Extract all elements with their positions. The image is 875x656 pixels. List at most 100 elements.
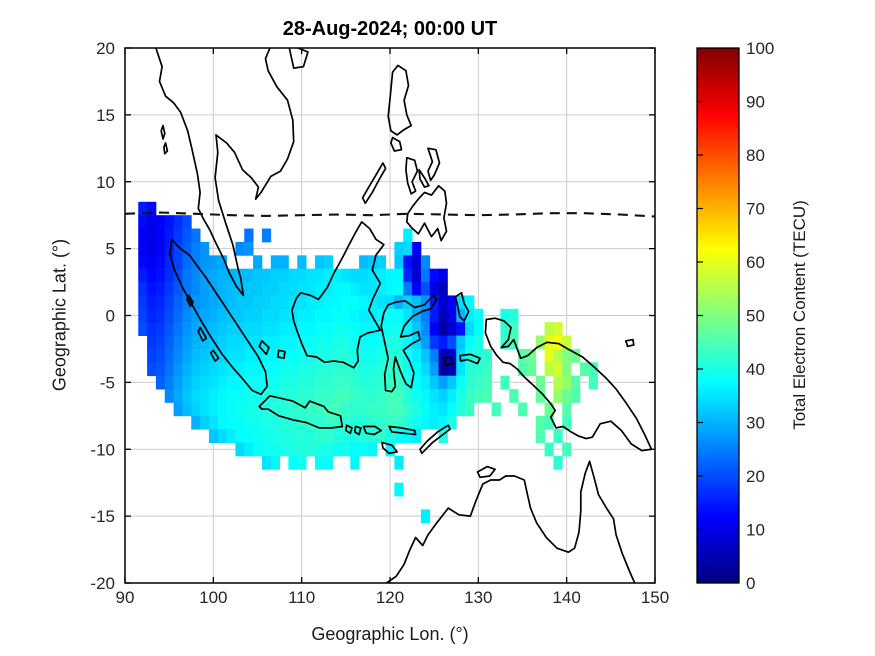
tec-cell [456,389,466,403]
tec-cell [456,308,466,323]
tec-cell [155,375,166,390]
y-tick-label: -5 [100,373,115,392]
tec-cell [261,348,272,363]
tec-cell [394,389,404,403]
tec-cell [403,375,413,390]
axis-ticks [124,47,656,584]
tec-cell [553,335,563,350]
tec-cell [306,362,316,377]
tec-cell [138,241,148,256]
tec-cell [482,348,492,363]
tec-cell [367,375,378,390]
tec-cell [253,402,263,417]
tec-cell [456,362,466,377]
tec-cell [376,402,386,417]
tec-cell [226,429,236,443]
tec-cell [261,322,272,336]
tec-cell [200,255,210,270]
tec-cell [173,268,183,283]
tec-cell [438,415,448,430]
tec-cell [288,322,298,336]
tec-cell [244,322,254,336]
tec-cell [473,362,484,377]
tec-cell [138,201,148,216]
colorbar-ticks [697,100,703,531]
tec-cell [359,442,369,457]
tec-cell [350,415,360,430]
tec-cell [279,362,289,377]
tec-cell [235,295,245,310]
tec-cell [341,402,351,417]
tec-cell [588,362,598,377]
tec-cell [394,482,404,497]
coastline-nias [185,294,194,307]
tec-cell [412,322,422,336]
tec-cell [473,389,484,403]
tec-cell [429,268,439,283]
y-tick-label: -10 [90,440,115,459]
tec-cell [412,282,422,296]
tec-cell [279,402,289,417]
colorbar-tick-label: 80 [746,146,765,165]
tec-cell [473,375,484,390]
tec-cell [191,228,201,243]
tec-cell [420,362,431,377]
tec-cell [341,442,351,457]
coastline-mindoro [390,136,403,152]
tec-cell [306,429,316,443]
coastline-hainan [288,48,309,69]
tec-cell [270,282,280,296]
tec-cell [332,308,342,323]
tec-cell [394,455,404,470]
tec-cell [200,308,210,323]
tec-cell [376,268,386,283]
tec-cell [138,255,148,270]
tec-cell [314,295,325,310]
tec-cell [173,228,183,243]
tec-cell [235,429,245,443]
tec-cell [491,402,501,417]
tec-cell [447,322,457,336]
tec-cell [200,295,210,310]
tec-cell [226,282,236,296]
tec-cell [456,335,466,350]
coastline-manus [624,338,635,348]
tec-cell [367,389,378,403]
tec-cell [562,389,572,403]
tec-cell [155,241,166,256]
tec-cell [173,241,183,256]
tec-cell [562,348,572,363]
tec-cell [270,255,280,270]
tec-cell [288,455,298,470]
tec-cell [429,335,439,350]
tec-cell [412,268,422,283]
tec-cell [535,415,545,430]
tec-cell [367,415,378,430]
tec-cell [155,295,166,310]
tec-cell [208,415,219,430]
tec-cell [447,415,457,430]
tec-cell [553,389,563,403]
tec-cell [341,322,351,336]
tec-cell [270,415,280,430]
tec-cell [314,455,325,470]
tec-cell [191,415,201,430]
tec-cell [138,322,148,336]
tec-cell [544,402,554,417]
tec-cell [182,375,192,390]
tec-cell [155,362,166,377]
tec-cell [376,335,386,350]
tec-cell [323,348,333,363]
coastline-flores [388,425,417,436]
tec-cell [235,348,245,363]
tec-cell [138,295,148,310]
tec-cell [173,375,183,390]
tec-cell [429,308,439,323]
tec-cell [279,308,289,323]
tec-cell [164,282,174,296]
tec-cell [288,415,298,430]
tec-cell [332,348,342,363]
tec-cell [191,322,201,336]
tec-cell [147,322,157,336]
tec-cell [429,415,439,430]
